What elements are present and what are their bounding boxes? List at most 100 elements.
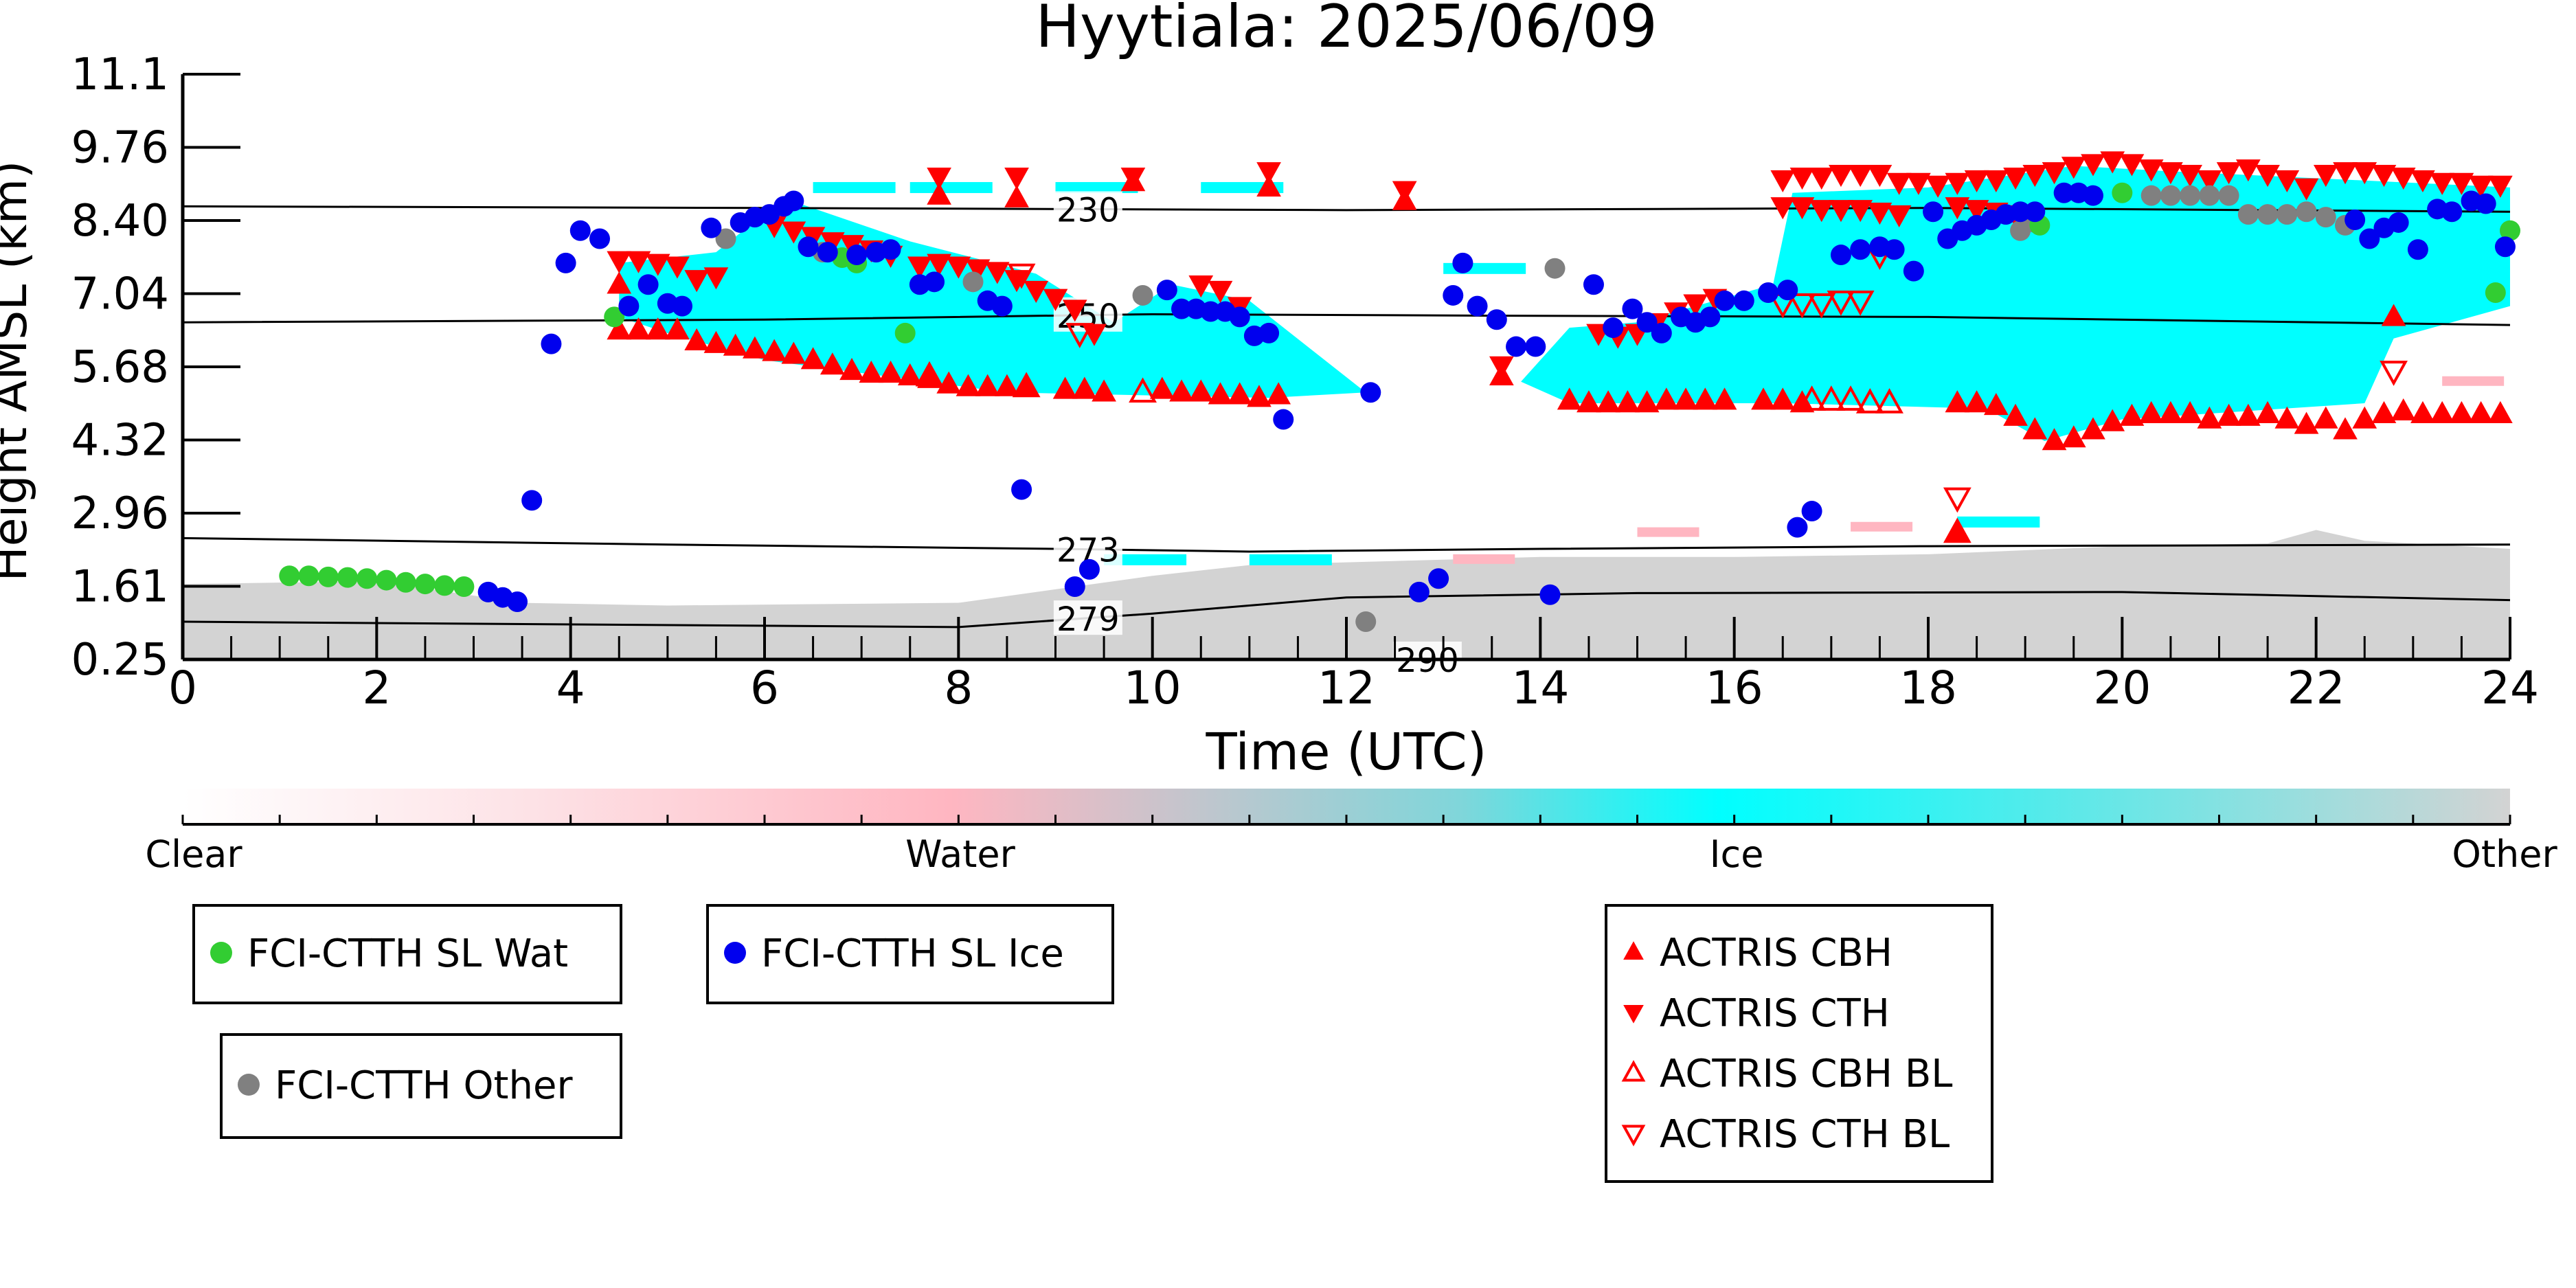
data-point: [2022, 417, 2048, 440]
data-point: [1809, 200, 1834, 223]
data-point: [946, 256, 971, 279]
data-point: [1634, 390, 1660, 413]
data-point: [1827, 291, 1855, 316]
data-point: [1867, 202, 1893, 225]
x-tick-label: 22: [2287, 662, 2345, 714]
data-point: [337, 567, 358, 588]
data-point: [897, 363, 923, 385]
data-point: [1004, 167, 1029, 190]
data-point: [962, 271, 984, 293]
data-point: [1149, 376, 1175, 399]
data-point: [1770, 170, 1796, 193]
data-point: [434, 575, 455, 596]
data-point: [2500, 220, 2520, 241]
data-point: [2388, 212, 2409, 233]
data-point: [1506, 336, 1527, 357]
water-wisp: [1637, 527, 1699, 537]
data-point: [507, 591, 528, 612]
data-point: [541, 333, 562, 354]
data-point: [1884, 239, 1905, 260]
data-point: [2441, 201, 2463, 223]
data-point: [1052, 376, 1078, 399]
data-point: [2257, 204, 2279, 225]
data-point: [2410, 170, 2435, 193]
colorbar-label-ice: Ice: [1710, 833, 1764, 876]
data-point: [2333, 162, 2358, 185]
x-tick-label: 20: [2093, 662, 2151, 714]
data-point: [604, 306, 625, 328]
data-point: [1789, 167, 1815, 190]
data-point: [1848, 165, 1873, 188]
data-point: [2345, 210, 2366, 231]
contour-label-230: 230: [1057, 191, 1120, 229]
data-point: [2061, 157, 2086, 179]
data-point: [927, 253, 951, 276]
data-point: [1360, 382, 1381, 403]
data-point: [1392, 188, 1417, 210]
data-point: [2100, 151, 2125, 174]
data-point: [2158, 162, 2183, 185]
data-point: [1227, 382, 1252, 405]
data-point: [820, 352, 845, 375]
legend-marker: [238, 1074, 260, 1096]
data-point: [453, 576, 475, 597]
data-point: [878, 360, 903, 383]
data-point: [2082, 185, 2103, 206]
data-markers: [279, 151, 2520, 633]
data-point: [2407, 239, 2428, 260]
data-point: [2237, 204, 2259, 225]
data-point: [2180, 185, 2201, 206]
y-tick-label: 2.96: [71, 488, 170, 539]
data-point: [936, 371, 962, 394]
data-point: [1132, 284, 1153, 306]
legend-marker: [1621, 1060, 1646, 1082]
data-point: [2100, 409, 2125, 431]
water-wisp: [2442, 376, 2505, 386]
data-point: [2391, 167, 2416, 190]
legend-frame: [706, 904, 1114, 1004]
x-tick-label: 8: [944, 662, 973, 714]
data-point: [2485, 282, 2506, 304]
data-point: [1673, 387, 1698, 410]
data-point: [995, 374, 1019, 396]
data-point: [2371, 165, 2397, 188]
x-tick-label: 2: [362, 662, 391, 714]
contour-label-bg: [1053, 600, 1122, 635]
data-point: [701, 217, 722, 238]
data-point: [1636, 312, 1658, 333]
colorbar-label-water: Water: [905, 833, 1015, 876]
legend-frame: [192, 904, 622, 1004]
data-point: [975, 374, 1000, 396]
data-point: [1770, 197, 1796, 220]
data-point: [626, 317, 651, 340]
data-point: [2371, 400, 2397, 423]
data-point: [2053, 182, 2075, 203]
data-point: [665, 256, 690, 279]
data-point: [1903, 260, 1924, 282]
data-point: [1525, 336, 1546, 357]
data-point: [2236, 403, 2261, 426]
data-point: [1855, 388, 1884, 414]
data-point: [894, 322, 916, 343]
y-tick-label: 5.68: [71, 342, 170, 393]
data-point: [2315, 207, 2336, 228]
contour-line-250: [182, 313, 2511, 326]
data-point: [1787, 517, 1808, 538]
data-point: [1829, 165, 1853, 188]
data-point: [965, 259, 991, 282]
data-point: [1789, 390, 1815, 413]
data-point: [2216, 403, 2241, 426]
legend-label: ACTRIS CBH: [1660, 931, 1893, 975]
data-point: [1064, 576, 1085, 597]
legend-frame: [1605, 904, 1993, 1183]
data-point: [2003, 403, 2028, 426]
legend-label: FCI-CTTH SL Ice: [761, 931, 1064, 976]
legend-box: FCI-CTTH Other: [220, 1033, 622, 1139]
legend-marker: [210, 942, 232, 964]
y-tick-label: 7.04: [71, 269, 170, 320]
data-point: [1875, 388, 1903, 414]
data-point: [1945, 172, 1970, 195]
data-point: [2359, 228, 2380, 249]
data-point: [1256, 174, 1281, 197]
data-point: [2475, 193, 2496, 214]
